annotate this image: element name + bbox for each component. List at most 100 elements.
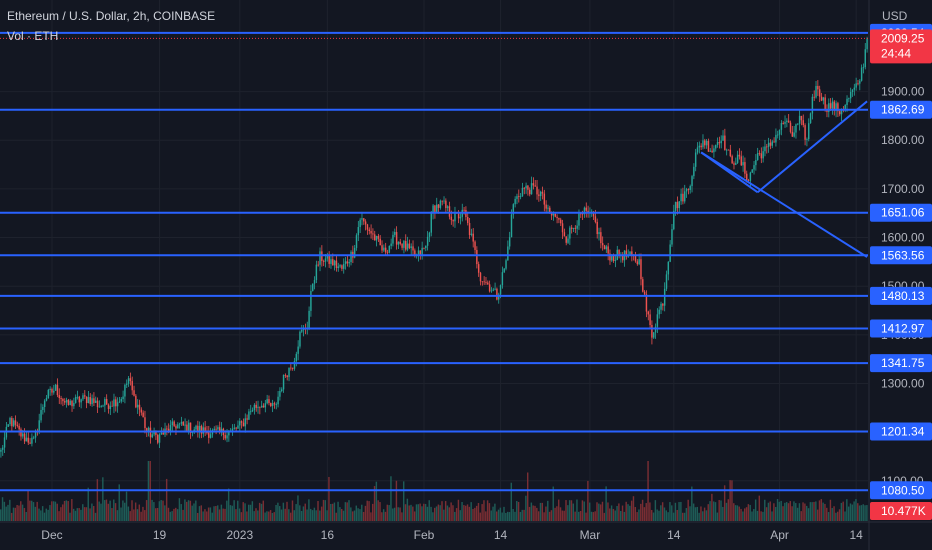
volume-bar	[124, 502, 126, 521]
volume-bar	[643, 507, 646, 521]
candle-body	[860, 67, 863, 81]
candle-body	[51, 388, 53, 393]
volume-bar	[494, 503, 496, 521]
volume-bar	[525, 495, 527, 521]
candle-body	[771, 141, 773, 146]
volume-bar	[461, 502, 463, 521]
candle-body	[14, 420, 17, 425]
volume-bar	[240, 512, 243, 521]
volume-bar	[372, 503, 374, 521]
volume-bar	[523, 509, 525, 521]
candle-body	[237, 425, 239, 429]
volume-bar	[182, 509, 184, 521]
level-tag-label: 1651.06	[881, 206, 925, 220]
candle-body	[554, 213, 556, 217]
candle-body	[160, 432, 163, 435]
volume-bar	[612, 508, 615, 521]
volume-bar	[29, 500, 31, 521]
volume-bar	[796, 507, 799, 521]
candle-body	[811, 96, 814, 114]
volume-bar	[333, 502, 336, 521]
volume-bar	[767, 502, 770, 521]
volume-bar	[43, 512, 46, 521]
volume-bar	[204, 509, 206, 521]
candle-body	[450, 216, 453, 221]
candle-body	[483, 281, 485, 283]
volume-bar	[499, 507, 502, 521]
candle-body	[361, 218, 363, 220]
volume-bar	[658, 510, 660, 521]
level-tag	[870, 246, 932, 265]
candle-body	[375, 235, 378, 241]
volume-bar	[89, 508, 91, 521]
candle-body	[828, 103, 830, 112]
volume-bar	[424, 503, 427, 521]
candle-body	[206, 432, 208, 434]
candle-body	[689, 186, 691, 190]
candle-body	[116, 402, 119, 407]
candle-body	[585, 207, 587, 211]
symbol-title[interactable]: Ethereum / U.S. Dollar, 2h, COINBASE	[7, 9, 216, 23]
candle-body	[822, 97, 825, 101]
volume-bar	[722, 506, 724, 521]
candle-body	[463, 209, 465, 211]
candle-body	[614, 260, 617, 261]
candle-body	[20, 429, 22, 437]
volume-bar	[454, 511, 456, 521]
candle-body	[392, 234, 394, 244]
candle-body	[31, 437, 33, 444]
volume-bar	[479, 512, 482, 521]
candle-body	[401, 243, 403, 248]
candle-body	[818, 89, 821, 97]
volume-bar	[196, 512, 199, 521]
candle-body	[25, 437, 28, 442]
candle-body	[291, 367, 294, 369]
candle-body	[273, 403, 276, 405]
volume-bar	[857, 503, 859, 521]
volume-bar	[49, 505, 51, 521]
candle-body	[153, 430, 155, 435]
volume-bar	[565, 500, 567, 521]
volume-bar	[176, 509, 179, 521]
volume-bar	[125, 491, 128, 521]
candle-body	[622, 255, 624, 261]
candle-body	[339, 265, 341, 267]
candle-body	[42, 406, 44, 410]
candle-body	[262, 405, 265, 408]
volume-bar	[12, 507, 15, 521]
volume-bar	[7, 504, 9, 521]
candle-body	[7, 424, 9, 427]
volume-bar	[620, 510, 622, 521]
candle-body	[140, 409, 143, 413]
volume-bar	[142, 506, 144, 521]
volume-bar	[27, 490, 29, 521]
volume-bar	[539, 502, 542, 521]
volume-bar	[599, 504, 602, 521]
volume-bar	[587, 480, 589, 521]
volume-bar	[481, 504, 483, 521]
volume-bar	[348, 500, 350, 521]
volume-bar	[674, 502, 677, 521]
volume-bar	[202, 511, 204, 521]
candle-body	[490, 290, 493, 292]
candle-body	[625, 250, 628, 257]
candle-body	[364, 221, 367, 225]
candle-body	[580, 213, 582, 215]
candle-body	[718, 142, 721, 144]
candle-body	[213, 428, 215, 431]
time-tick-label: 14	[494, 528, 508, 542]
countdown-label: 24:44	[881, 46, 911, 60]
volume-bar	[760, 511, 762, 521]
candle-body	[441, 200, 443, 202]
candle-body	[100, 406, 102, 407]
volume-bar	[754, 499, 757, 521]
currency-label[interactable]: USD	[882, 9, 908, 23]
volume-bar	[186, 501, 188, 521]
volume-bar	[475, 505, 478, 521]
volume-bar	[279, 506, 281, 521]
level-tag	[870, 319, 932, 338]
candle-body	[390, 243, 392, 246]
volume-bar	[455, 508, 458, 521]
candle-body	[518, 196, 520, 197]
